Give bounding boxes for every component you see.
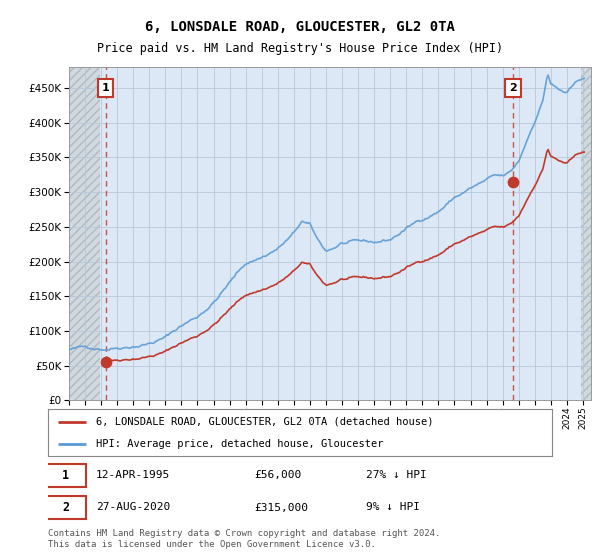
Text: 27% ↓ HPI: 27% ↓ HPI	[365, 470, 426, 480]
FancyBboxPatch shape	[46, 496, 86, 519]
Point	[101, 357, 110, 366]
Text: £315,000: £315,000	[254, 502, 308, 512]
Text: Contains HM Land Registry data © Crown copyright and database right 2024.
This d: Contains HM Land Registry data © Crown c…	[48, 529, 440, 549]
Text: 1: 1	[62, 469, 69, 482]
Text: 1: 1	[102, 83, 109, 93]
Text: 2: 2	[62, 501, 69, 514]
Text: 9% ↓ HPI: 9% ↓ HPI	[365, 502, 419, 512]
Text: £56,000: £56,000	[254, 470, 302, 480]
Text: 6, LONSDALE ROAD, GLOUCESTER, GL2 0TA (detached house): 6, LONSDALE ROAD, GLOUCESTER, GL2 0TA (d…	[96, 417, 433, 427]
FancyBboxPatch shape	[46, 464, 86, 487]
Text: 2: 2	[509, 83, 517, 93]
Text: 12-APR-1995: 12-APR-1995	[96, 470, 170, 480]
Bar	[69, 67, 100, 400]
Text: HPI: Average price, detached house, Gloucester: HPI: Average price, detached house, Glou…	[96, 438, 383, 449]
Text: Price paid vs. HM Land Registry's House Price Index (HPI): Price paid vs. HM Land Registry's House …	[97, 42, 503, 55]
Bar	[581, 67, 591, 400]
Point	[508, 178, 518, 186]
Text: 6, LONSDALE ROAD, GLOUCESTER, GL2 0TA: 6, LONSDALE ROAD, GLOUCESTER, GL2 0TA	[145, 20, 455, 34]
Text: 27-AUG-2020: 27-AUG-2020	[96, 502, 170, 512]
